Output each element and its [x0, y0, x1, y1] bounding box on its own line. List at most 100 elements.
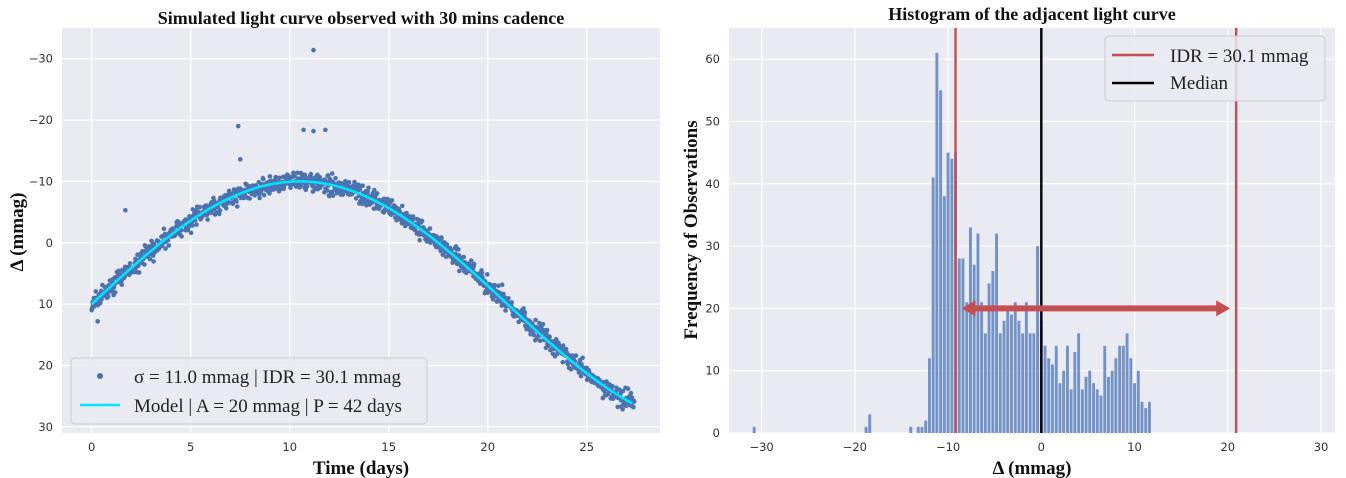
data-point [197, 204, 203, 210]
data-point [179, 234, 184, 239]
histogram-xlabel: Δ (mmag) [993, 458, 1072, 478]
data-point [360, 183, 366, 188]
histogram-bar [983, 333, 987, 433]
histogram-bar [868, 414, 872, 433]
data-point [499, 282, 505, 288]
outlier-point [123, 207, 128, 213]
data-point [365, 189, 371, 194]
idr-arrow-head-left [961, 300, 976, 317]
histogram-bar [1118, 345, 1122, 433]
histogram-bar [939, 90, 943, 434]
data-point [631, 399, 637, 404]
data-point [163, 246, 168, 251]
data-point [217, 208, 223, 213]
y-tick-label: 40 [705, 177, 720, 191]
data-point [369, 200, 375, 205]
data-point [411, 216, 416, 221]
y-tick-label: 0 [713, 426, 720, 440]
data-point [456, 247, 461, 252]
data-point [136, 270, 142, 275]
histogram-bar [1084, 376, 1088, 433]
histogram-bar [1021, 333, 1025, 433]
data-point [617, 387, 622, 393]
x-tick-label: −30 [749, 440, 773, 454]
data-point [531, 332, 537, 338]
idr-double-arrow [961, 300, 1231, 317]
data-point [544, 327, 550, 333]
x-tick-label: −20 [843, 440, 867, 454]
data-point [540, 321, 546, 327]
x-tick-label: −10 [936, 440, 960, 454]
histogram-bar [909, 426, 913, 433]
data-point [271, 187, 277, 192]
x-tick-label: 15 [381, 440, 396, 454]
histogram-bar [1125, 333, 1129, 433]
data-point [578, 373, 584, 379]
data-point [620, 388, 626, 394]
data-point [522, 310, 528, 315]
histogram-bar [1047, 358, 1051, 433]
data-point [419, 218, 425, 224]
data-point [292, 174, 298, 179]
data-point [563, 346, 569, 352]
data-point [223, 205, 229, 211]
data-point [456, 253, 462, 258]
histogram-bar [946, 152, 950, 433]
histogram-bar [928, 358, 931, 433]
histogram-bar [1099, 395, 1103, 433]
outlier-point [237, 157, 243, 162]
histogram-bar [969, 227, 972, 433]
histogram-panel: −30 −20 −10 0 10 20 30 0 10 20 30 40 50 60 Histogram … [681, 4, 1335, 478]
histogram-bar [1066, 345, 1069, 433]
data-point [496, 283, 501, 289]
histogram-bar [1129, 358, 1133, 433]
legend-label-median: Median [1170, 73, 1229, 94]
data-point [509, 300, 514, 305]
legend-label-model: Model | A = 20 mmag | P = 42 days [134, 396, 402, 417]
data-point [327, 193, 332, 199]
histogram-bar [1136, 370, 1140, 433]
outlier-point [311, 47, 316, 53]
data-point [127, 261, 133, 266]
data-point [261, 176, 266, 182]
light-curve-grid [62, 28, 660, 433]
data-point [547, 334, 552, 340]
outlier-point [323, 127, 328, 133]
y-tick-label: 30 [705, 239, 720, 253]
data-point [257, 195, 262, 201]
data-point [615, 404, 620, 410]
light-curve-panel: 0 5 10 15 20 25 −30 −20 −10 0 10 20 30 Simulated lig… [7, 8, 660, 478]
histogram-bar [942, 196, 946, 433]
histogram-bar [920, 426, 924, 433]
histogram-bar [1133, 383, 1136, 433]
light-curve-title: Simulated light curve observed with 30 m… [158, 8, 565, 28]
histogram-bar [991, 271, 995, 433]
data-point [560, 359, 566, 365]
histogram-bar [752, 426, 756, 433]
histogram-bar [961, 258, 965, 433]
y-tick-label: 20 [705, 301, 720, 315]
y-tick-label: 10 [38, 297, 53, 311]
y-tick-label: 10 [705, 364, 720, 378]
x-tick-label: 30 [1314, 440, 1329, 454]
idr-arrow-head-right [1216, 300, 1231, 317]
data-point [492, 282, 498, 288]
data-point [346, 180, 352, 185]
histogram-bar [1010, 314, 1013, 433]
data-point [479, 270, 485, 276]
histogram-bar [1058, 383, 1062, 433]
histogram-bar [1088, 370, 1092, 433]
data-point [438, 248, 444, 254]
data-point [330, 193, 336, 198]
light-curve-xlabel: Time (days) [313, 458, 409, 478]
data-point [190, 223, 195, 228]
light-curve-legend: σ = 11.0 mmag | IDR = 30.1 mmag Model | … [70, 357, 428, 425]
data-point [161, 226, 167, 232]
data-point [235, 204, 240, 209]
data-point [553, 337, 559, 342]
data-point [468, 258, 474, 263]
data-point [366, 185, 371, 191]
data-point [142, 262, 147, 267]
data-point [389, 198, 395, 203]
